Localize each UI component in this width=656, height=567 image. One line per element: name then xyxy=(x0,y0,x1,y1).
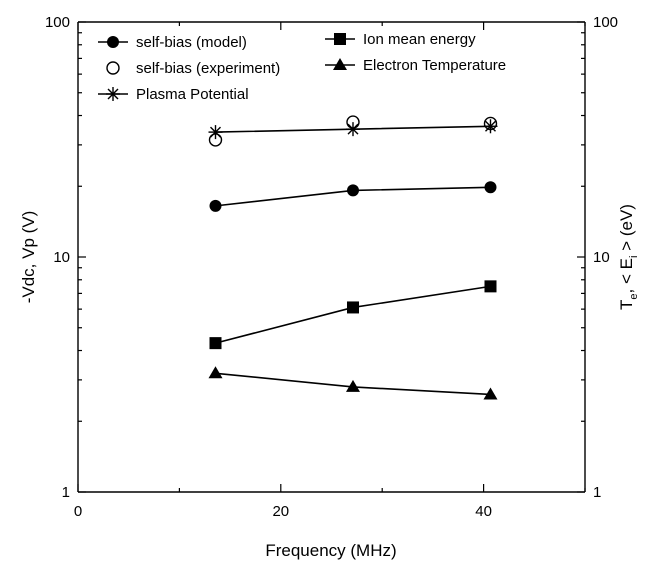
x-axis-title: Frequency (MHz) xyxy=(265,541,396,560)
legend-label: self-bias (model) xyxy=(136,34,247,51)
asterisk-stroke xyxy=(107,88,119,100)
asterisk-marker xyxy=(345,122,360,137)
svg-text:Te, < Ei > (eV): Te, < Ei > (eV) xyxy=(617,204,640,310)
legend-label: Ion mean energy xyxy=(363,31,476,48)
filled-square-marker xyxy=(346,301,359,314)
legend-item: Electron Temperature xyxy=(325,57,506,74)
filled-circle-marker xyxy=(107,36,119,48)
y-tick-label: 100 xyxy=(45,14,70,31)
legend-item: Plasma Potential xyxy=(98,86,249,103)
asterisk-stroke xyxy=(347,123,359,135)
open-circle-marker xyxy=(106,61,120,75)
filled-circle-marker xyxy=(484,181,497,194)
y2-tick-label: 1 xyxy=(593,484,601,501)
series-self-bias-model xyxy=(209,181,497,212)
legend-label: Electron Temperature xyxy=(363,57,506,74)
y-tick-label: 1 xyxy=(62,484,70,501)
x-tick-label: 20 xyxy=(272,503,289,520)
asterisk-marker xyxy=(483,119,498,134)
filled-circle-marker xyxy=(209,199,222,212)
legend-item: self-bias (model) xyxy=(98,34,247,51)
filled-square-marker xyxy=(209,337,222,350)
legend: self-bias (model) self-bias (experiment) P… xyxy=(98,31,506,103)
x-tick-label: 0 xyxy=(74,503,82,520)
asterisk-stroke xyxy=(485,120,496,132)
series-plasma-potential xyxy=(208,119,498,140)
asterisk-marker xyxy=(106,87,120,101)
filled-square-marker xyxy=(484,280,497,293)
filled-circle-marker xyxy=(346,184,359,197)
legend-label: Plasma Potential xyxy=(136,86,249,103)
series-ion-mean-energy xyxy=(209,280,497,350)
y-axis-title: -Vdc, Vp (V) xyxy=(19,211,38,304)
axis-ticks xyxy=(77,21,586,493)
legend-label: self-bias (experiment) xyxy=(136,60,280,77)
series-electron-temperature xyxy=(208,366,498,400)
asterisk-marker xyxy=(208,125,223,140)
filled-square-marker xyxy=(334,33,346,45)
asterisk-stroke xyxy=(210,126,221,138)
filled-triangle-marker xyxy=(483,387,498,400)
series-layer xyxy=(208,115,498,400)
legend-item: self-bias (experiment) xyxy=(106,60,280,77)
filled-triangle-marker xyxy=(208,366,223,379)
filled-triangle-marker xyxy=(333,58,347,70)
y2-axis-title: Te, < Ei > (eV) xyxy=(617,204,640,310)
series-line xyxy=(215,285,491,344)
y2-tick-label: 100 xyxy=(593,14,618,31)
y-tick-label: 10 xyxy=(53,249,70,266)
x-tick-label: 40 xyxy=(475,503,492,520)
filled-triangle-marker xyxy=(345,379,360,392)
tick-labels: 0 20 40 1 10 100 1 10 100 xyxy=(45,14,618,520)
y2-tick-label: 10 xyxy=(593,249,610,266)
legend-item: Ion mean energy xyxy=(325,31,476,48)
